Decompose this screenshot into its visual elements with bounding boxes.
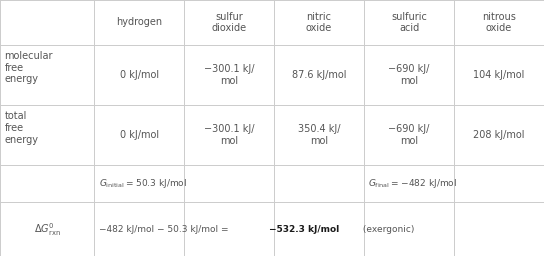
Text: −690 kJ/
mol: −690 kJ/ mol [388, 124, 430, 146]
Text: nitrous
oxide: nitrous oxide [482, 12, 516, 33]
Text: (exergonic): (exergonic) [360, 225, 415, 234]
Text: 350.4 kJ/
mol: 350.4 kJ/ mol [298, 124, 341, 146]
Text: 0 kJ/mol: 0 kJ/mol [120, 70, 159, 80]
Text: total
free
energy: total free energy [4, 111, 38, 145]
Text: 0 kJ/mol: 0 kJ/mol [120, 130, 159, 140]
Text: 208 kJ/mol: 208 kJ/mol [473, 130, 525, 140]
Text: $G_\mathrm{final}$$\,$= −482 kJ/mol: $G_\mathrm{final}$$\,$= −482 kJ/mol [368, 177, 458, 190]
Text: 87.6 kJ/mol: 87.6 kJ/mol [292, 70, 347, 80]
Text: nitric
oxide: nitric oxide [306, 12, 332, 33]
Text: $\Delta G^0_\mathrm{rxn}$: $\Delta G^0_\mathrm{rxn}$ [34, 221, 60, 238]
Text: −300.1 kJ/
mol: −300.1 kJ/ mol [204, 124, 255, 146]
Text: sulfur
dioxide: sulfur dioxide [212, 12, 247, 33]
Text: −532.3 kJ/mol: −532.3 kJ/mol [269, 225, 339, 234]
Text: 104 kJ/mol: 104 kJ/mol [473, 70, 525, 80]
Text: −690 kJ/
mol: −690 kJ/ mol [388, 64, 430, 86]
Text: −482 kJ/mol − 50.3 kJ/mol =: −482 kJ/mol − 50.3 kJ/mol = [98, 225, 231, 234]
Text: sulfuric
acid: sulfuric acid [391, 12, 427, 33]
Text: $G_\mathrm{initial}$$\,$= 50.3 kJ/mol: $G_\mathrm{initial}$$\,$= 50.3 kJ/mol [98, 177, 187, 190]
Text: hydrogen: hydrogen [116, 17, 162, 27]
Text: molecular
free
energy: molecular free energy [4, 51, 53, 84]
Text: −300.1 kJ/
mol: −300.1 kJ/ mol [204, 64, 255, 86]
